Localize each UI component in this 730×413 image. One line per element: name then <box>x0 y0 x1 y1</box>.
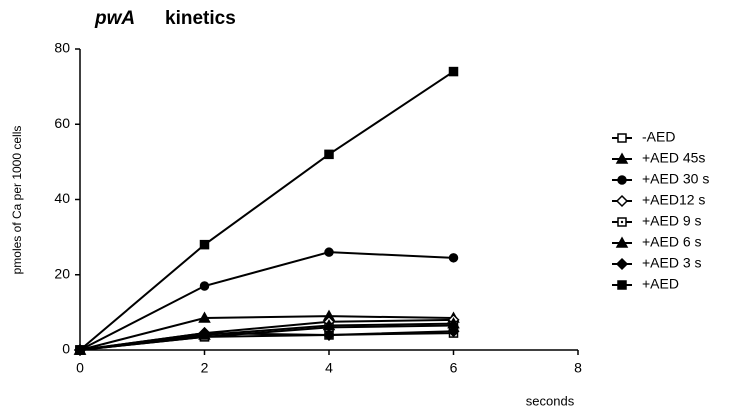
legend-marker <box>617 175 627 185</box>
legend-label: +AED 30 s <box>642 171 709 187</box>
y-tick-label: 40 <box>54 190 70 206</box>
series-line <box>79 330 454 351</box>
legend-marker <box>617 280 627 290</box>
data-point <box>198 327 211 340</box>
legend-label: +AED 45s <box>642 150 705 166</box>
x-tick-label: 2 <box>201 360 209 376</box>
y-axis-label: pmoles of Ca per 1000 cells <box>10 126 24 275</box>
data-point <box>75 345 85 355</box>
x-tick-label: 6 <box>450 360 458 376</box>
x-tick-label: 0 <box>76 360 84 376</box>
data-point <box>448 66 459 77</box>
chart-title: pwA <box>94 8 135 29</box>
x-axis-label: seconds <box>526 393 575 408</box>
legend-label: +AED12 s <box>642 192 705 208</box>
x-tick-label: 4 <box>325 360 333 376</box>
y-tick-label: 20 <box>54 265 70 281</box>
data-point <box>324 247 334 257</box>
data-point <box>199 281 210 291</box>
y-tick-label: 80 <box>54 40 70 56</box>
legend-marker <box>615 194 629 208</box>
y-tick-label: 0 <box>62 341 70 357</box>
legend-marker <box>615 257 629 271</box>
series-line <box>79 251 454 351</box>
series-line <box>79 324 454 351</box>
data-point <box>447 325 460 338</box>
series-line <box>79 70 455 351</box>
data-point <box>322 328 336 342</box>
y-tick-label: 60 <box>54 115 70 131</box>
series-line <box>79 315 454 351</box>
data-point <box>199 239 210 250</box>
legend-marker <box>615 236 629 248</box>
data-point <box>324 149 334 160</box>
legend-marker <box>617 133 627 143</box>
legend-marker-dot <box>620 220 624 224</box>
data-point <box>198 311 211 323</box>
chart-title: kinetics <box>165 8 236 29</box>
legend-label: +AED <box>642 276 679 292</box>
legend-label: -AED <box>642 129 675 145</box>
legend-label: +AED 9 s <box>642 213 702 229</box>
x-tick-label: 8 <box>574 360 582 376</box>
data-point <box>448 253 459 263</box>
legend-marker <box>615 152 629 164</box>
legend-label: +AED 6 s <box>642 234 702 250</box>
legend-label: +AED 3 s <box>642 255 702 271</box>
